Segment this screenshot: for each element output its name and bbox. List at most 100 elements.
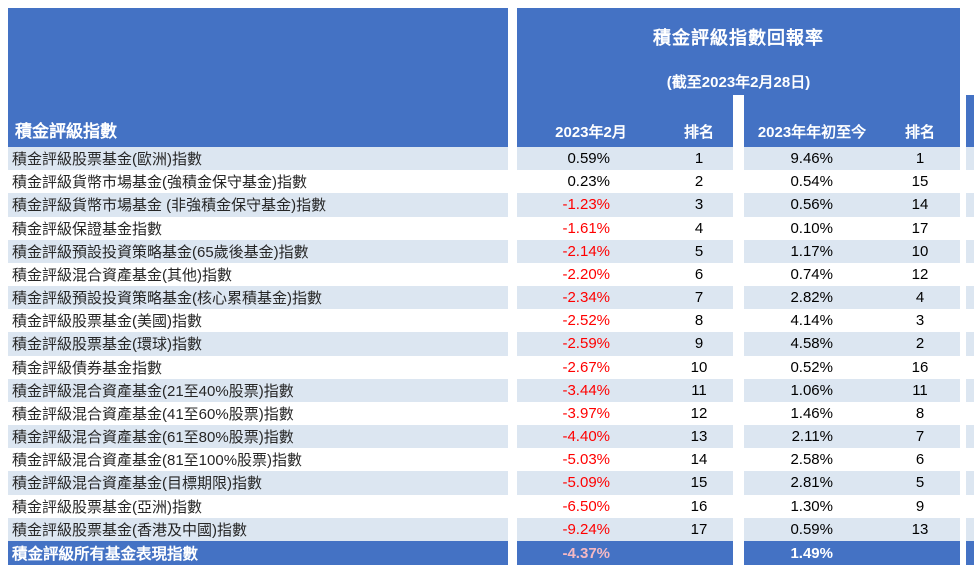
column-gap [508,517,517,541]
table-row: 積金評級混合資產基金(21至40%股票)指數 -3.44% 11 1.06% 1… [8,378,974,402]
ytd-rank-value: 16 [911,358,929,376]
column-header-feb-rank: 排名 [683,124,714,141]
table-row: 積金評級預設投資策略基金(核心累積基金)指數 -2.34% 7 2.82% 4 [8,286,974,310]
fund-index-name: 積金評級混合資產基金(81至100%股票)指數 [12,452,303,470]
feb-return-value: -2.52% [562,312,610,330]
ytd-return-value: 9.46% [744,147,880,171]
feb-return-value: -3.97% [562,404,610,422]
feb-rank-value: 8 [694,312,704,330]
column-gap [508,8,517,147]
index-column-header-block: 積金評級指數 [8,8,508,147]
edge-sliver [966,286,974,310]
ytd-rank-value: 2 [880,332,960,356]
ytd-return-value: 2.82% [744,286,880,310]
feb-rank-value: 1 [665,147,733,171]
ytd-return-value: 0.74% [790,265,833,283]
feb-return-value: -2.67% [562,358,610,376]
column-gap [960,216,966,240]
edge-sliver [966,356,974,379]
table-row: 積金評級混合資產基金(81至100%股票)指數 -5.03% 14 2.58% … [8,448,974,472]
fund-index-name: 積金評級股票基金(亞洲)指數 [12,498,202,516]
column-gap [508,147,517,171]
column-gap [508,494,517,518]
feb-return-value: -2.20% [562,265,610,283]
feb-return-value: 0.23% [567,173,610,191]
column-gap [733,448,744,472]
column-gap [960,401,966,426]
column-gap [960,286,966,310]
column-gap [960,517,966,541]
edge-sliver [966,217,974,240]
column-gap [733,425,744,449]
feb-rank-value: 2 [694,173,704,191]
column-gap [508,425,517,449]
ytd-return-value: 1.46% [790,404,833,422]
ytd-return-value: 2.81% [744,471,880,495]
summary-row: 積金評級所有基金表現指數 -4.37% 1.49% [8,541,974,565]
table-row: 積金評級股票基金(歐洲)指數 0.59% 1 9.46% 1 [8,147,974,171]
column-gap [960,378,966,402]
table-row: 積金評級混合資產基金(目標期限)指數 -5.09% 15 2.81% 5 [8,471,974,495]
table-row: 積金評級貨幣市場基金(強積金保守基金)指數 0.23% 2 0.54% 15 [8,170,974,194]
table-row: 積金評級貨幣市場基金 (非強積金保守基金)指數 -1.23% 3 0.56% 1… [8,193,974,217]
column-gap [960,471,966,495]
edge-sliver-top [966,8,974,95]
ytd-rank-value: 10 [880,239,960,263]
table-row: 積金評級股票基金(美國)指數 -2.52% 8 4.14% 3 [8,309,974,333]
ytd-rank-value: 17 [911,219,929,237]
feb-return-value: 0.59% [517,147,665,171]
fund-index-name: 積金評級預設投資策略基金(65歲後基金)指數 [8,239,508,263]
column-gap [960,425,966,449]
feb-rank-value: 3 [665,193,733,217]
fund-index-name: 積金評級保證基金指數 [12,220,163,238]
column-gap [733,401,744,426]
edge-sliver [966,193,974,217]
column-header-ytd-rank: 排名 [904,124,935,141]
column-gap [508,239,517,263]
feb-rank-value: 17 [665,517,733,541]
ytd-rank-value: 8 [915,404,925,422]
column-gap [960,239,966,263]
edge-sliver [966,263,974,286]
fund-index-name: 積金評級混合資產基金(41至60%股票)指數 [12,405,294,423]
ytd-rank-value: 6 [915,451,925,469]
column-gap [733,216,744,240]
column-gap [508,309,517,333]
feb-return-value: -2.14% [517,239,665,263]
feb-rank-value: 11 [665,378,733,402]
feb-return-value: -5.09% [517,471,665,495]
index-column-title: 積金評級指數 [15,122,117,141]
ytd-return-value: 4.58% [744,332,880,356]
column-divider [733,95,744,147]
column-gap [733,517,744,541]
feb-rank-value: 9 [665,332,733,356]
column-gap [733,494,744,518]
column-gap [733,262,744,287]
feb-rank-value: 10 [690,358,708,376]
edge-sliver [966,448,974,471]
edge-sliver [966,332,974,356]
ytd-rank-value: 11 [880,378,960,402]
feb-return-value: -5.03% [562,451,610,469]
column-gap [508,286,517,310]
ytd-return-value: 0.10% [790,219,833,237]
feb-return-value: -2.34% [517,286,665,310]
feb-rank-value: 7 [665,286,733,310]
table-row: 積金評級混合資產基金(其他)指數 -2.20% 6 0.74% 12 [8,262,974,287]
ytd-rank-value: 1 [880,147,960,171]
table-row: 積金評級預設投資策略基金(65歲後基金)指數 -2.14% 5 1.17% 10 [8,239,974,263]
fund-index-name: 積金評級債券基金指數 [12,359,163,377]
column-gap [960,448,966,472]
column-header-ytd: 2023年年初至今 [757,124,867,141]
ytd-return-value: 1.06% [744,378,880,402]
ytd-return-value: 1.30% [790,497,833,515]
column-gap [508,355,517,379]
edge-sliver [966,239,974,263]
column-gap [733,541,744,565]
ytd-return-value: 1.17% [744,239,880,263]
column-gap [960,309,966,333]
fund-index-name: 積金評級股票基金(環球)指數 [8,332,508,356]
fund-index-name: 積金評級混合資產基金(目標期限)指數 [8,471,508,495]
table-title-block: 積金評級指數回報率 (截至2023年2月28日) 2023年2月 排名 2023… [517,8,960,147]
